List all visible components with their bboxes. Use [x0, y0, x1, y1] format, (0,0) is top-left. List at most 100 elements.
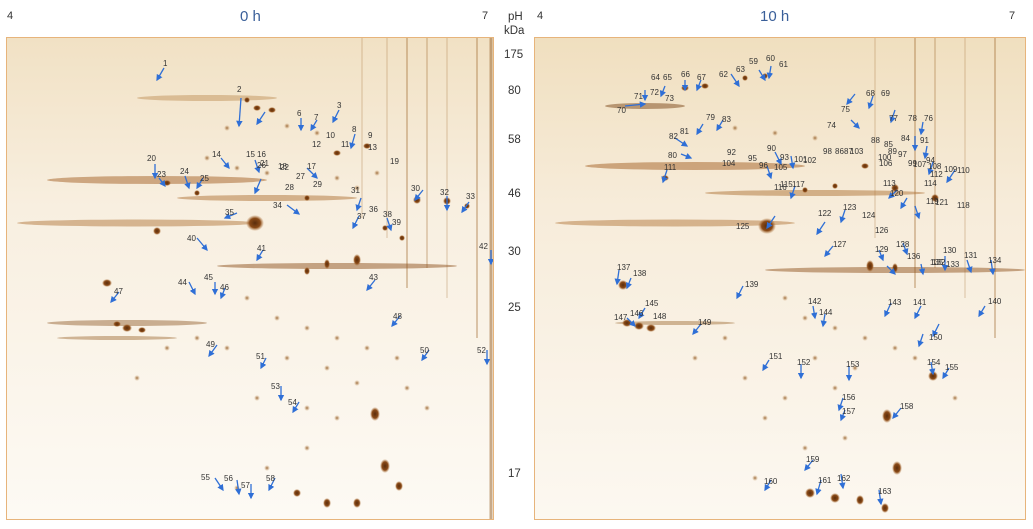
spot-number-label: 147	[614, 313, 628, 322]
spot-number-label: 77	[889, 114, 898, 123]
spot-number-label: 84	[901, 134, 910, 143]
spot-number-label: 58	[266, 474, 275, 483]
spot-number-label: 61	[779, 60, 788, 69]
spot-number-label: 145	[645, 299, 659, 308]
spot-number-label: 113	[883, 179, 896, 188]
spot-number-label: 107	[913, 160, 927, 169]
spot-number-label: 38	[383, 210, 392, 219]
spot-number-label: 44	[178, 278, 187, 287]
spot-number-label: 123	[843, 203, 857, 212]
spot-number-label: 138	[633, 269, 647, 278]
spot-number-label: 126	[875, 226, 889, 235]
spot-number-label: 42	[479, 242, 488, 251]
right-ph-start: 4	[537, 10, 544, 22]
spot-number-label: 129	[875, 245, 889, 254]
spot-number-label: 95	[748, 154, 757, 163]
spot-number-label: 135	[930, 258, 944, 267]
left-ph-start: 4	[7, 10, 14, 22]
spot-number-label: 37	[357, 212, 366, 221]
spot-number-label: 59	[749, 57, 758, 66]
spot-number-label: 19	[390, 157, 399, 166]
spot-number-label: 93	[780, 153, 789, 162]
spot-number-label: 56	[224, 474, 233, 483]
spot-number-label: 132	[932, 258, 946, 267]
spot-number-label: 134	[988, 256, 1002, 265]
spot-number-label: 3	[337, 101, 342, 110]
spot-number-label: 96	[759, 161, 768, 170]
spot-number-label: 30	[411, 184, 420, 193]
spot-number-label: 99	[908, 159, 917, 168]
spot-number-label: 98	[823, 147, 832, 156]
spot-number-label: 108	[928, 162, 942, 171]
spot-number-label: 28	[285, 183, 294, 192]
spot-number-label: 36	[369, 205, 378, 214]
spot-number-label: 101	[794, 155, 808, 164]
mw-marker: 25	[508, 302, 521, 314]
spot-number-label: 119	[926, 197, 939, 206]
spot-number-label: 87	[844, 147, 853, 156]
spot-number-label: 50	[420, 346, 429, 355]
spot-number-label: 52	[477, 346, 486, 355]
spot-number-label: 78	[908, 114, 917, 123]
spot-number-label: 72	[650, 88, 659, 97]
kda-axis-label: kDa	[504, 25, 525, 37]
spot-number-label: 80	[668, 151, 677, 160]
spot-number-label: 54	[288, 398, 297, 407]
spot-number-label: 13	[368, 143, 377, 152]
spot-number-label: 45	[204, 273, 213, 282]
spot-number-label: 1	[163, 59, 168, 68]
spot-number-label: 86	[835, 147, 844, 156]
spot-number-label: 100	[878, 153, 892, 162]
spot-number-label: 85	[884, 140, 893, 149]
spot-number-label: 66	[681, 70, 690, 79]
spot-number-label: 48	[393, 312, 402, 321]
spot-number-label: 20	[147, 154, 156, 163]
spot-number-label: 146	[630, 309, 644, 318]
spot-number-label: 139	[745, 280, 759, 289]
spot-number-label: 68	[866, 89, 875, 98]
spot-number-label: 128	[896, 240, 910, 249]
spot-number-label: 116	[774, 183, 787, 192]
spot-number-label: 15	[246, 150, 255, 159]
spot-number-label: 153	[846, 360, 860, 369]
spot-number-label: 70	[617, 106, 626, 115]
right-panel-title: 10 h	[760, 8, 790, 25]
spot-number-label: 122	[818, 209, 832, 218]
spot-number-label: 29	[313, 180, 322, 189]
spot-number-label: 10	[326, 131, 335, 140]
spot-number-label: 141	[913, 298, 927, 307]
spot-number-label: 75	[841, 105, 850, 114]
spot-number-label: 124	[862, 211, 876, 220]
spot-number-label: 155	[945, 363, 959, 372]
mw-marker: 46	[508, 188, 521, 200]
spot-number-label: 152	[797, 358, 811, 367]
spot-number-label: 35	[225, 208, 234, 217]
spot-number-label: 105	[774, 163, 788, 172]
mw-marker: 80	[508, 85, 521, 97]
spot-number-label: 41	[257, 244, 266, 253]
spot-number-label: 64	[651, 73, 660, 82]
spot-number-label: 11	[341, 140, 350, 149]
spot-number-label: 161	[818, 476, 832, 485]
spot-number-label: 49	[206, 340, 215, 349]
spot-number-label: 81	[680, 127, 689, 136]
spot-number-label: 18	[278, 162, 287, 171]
spot-number-label: 32	[440, 188, 449, 197]
spot-number-label: 83	[722, 115, 731, 124]
ph-axis-label: pH	[508, 11, 523, 23]
spot-number-label: 63	[736, 65, 745, 74]
spot-number-label: 160	[764, 477, 778, 486]
spot-number-label: 154	[927, 358, 941, 367]
spot-number-label: 102	[803, 156, 817, 165]
spot-number-label: 90	[767, 144, 776, 153]
spot-number-label: 150	[929, 333, 943, 342]
spot-number-label: 91	[920, 136, 929, 145]
spot-number-label: 125	[736, 222, 750, 231]
spot-number-label: 46	[220, 283, 229, 292]
spot-number-label: 21	[260, 159, 269, 168]
spot-number-label: 24	[180, 167, 189, 176]
spot-number-label: 73	[665, 94, 674, 103]
mw-marker: 175	[504, 49, 524, 61]
left-panel-title: 0 h	[240, 8, 261, 25]
spot-number-label: 12	[312, 140, 321, 149]
